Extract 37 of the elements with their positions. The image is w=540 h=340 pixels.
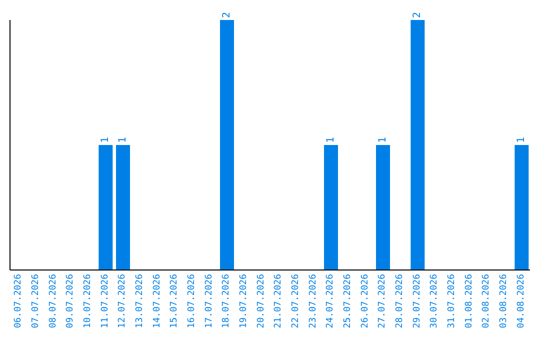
data-label: 2 — [222, 12, 232, 18]
x-tick-label: 30.07.2026 — [430, 274, 440, 328]
data-label: 1 — [326, 136, 336, 143]
x-tick-label: 15.07.2026 — [170, 274, 180, 328]
x-tick-label: 10.07.2026 — [83, 274, 93, 328]
x-tick-label: 12.07.2026 — [118, 274, 128, 328]
x-tick-label: 18.07.2026 — [222, 274, 232, 328]
x-tick-label: 25.07.2026 — [343, 274, 353, 328]
x-tick-label: 08.07.2026 — [48, 274, 58, 328]
x-tick-label: 06.07.2026 — [14, 274, 24, 328]
x-tick-label: 04.08.2026 — [516, 274, 526, 328]
data-label: 1 — [378, 136, 388, 143]
x-tick-label: 22.07.2026 — [291, 274, 301, 328]
x-tick-label: 28.07.2026 — [395, 274, 405, 328]
x-tick-label: 26.07.2026 — [360, 274, 370, 328]
x-tick-label: 16.07.2026 — [187, 274, 197, 328]
x-tick-label: 21.07.2026 — [274, 274, 284, 328]
x-tick-label: 03.08.2026 — [499, 274, 509, 328]
x-tick-label: 14.07.2026 — [152, 274, 162, 328]
x-tick-label: 13.07.2026 — [135, 274, 145, 328]
x-tick-label: 01.08.2026 — [464, 274, 474, 328]
x-tick-label: 27.07.2026 — [378, 274, 388, 328]
data-label: 1 — [118, 136, 128, 143]
x-tick-label: 20.07.2026 — [256, 274, 266, 328]
x-tick-label: 29.07.2026 — [412, 274, 422, 328]
data-label: 1 — [516, 136, 528, 143]
data-label: 2 — [412, 12, 424, 18]
x-tick-label: 07.07.2026 — [31, 274, 41, 328]
x-tick-label: 11.07.2026 — [100, 274, 110, 328]
x-tick-label: 24.07.2026 — [326, 274, 336, 328]
x-tick-label: 09.07.2026 — [66, 274, 76, 328]
x-tick-label: 31.07.2026 — [447, 274, 457, 328]
x-tick-label: 23.07.2026 — [308, 274, 318, 328]
x-tick-label: 19.07.2026 — [239, 274, 249, 328]
x-tick-label: 02.08.2026 — [482, 274, 492, 328]
x-tick-label: 17.07.2026 — [204, 274, 214, 328]
data-label: 1 — [100, 136, 112, 143]
